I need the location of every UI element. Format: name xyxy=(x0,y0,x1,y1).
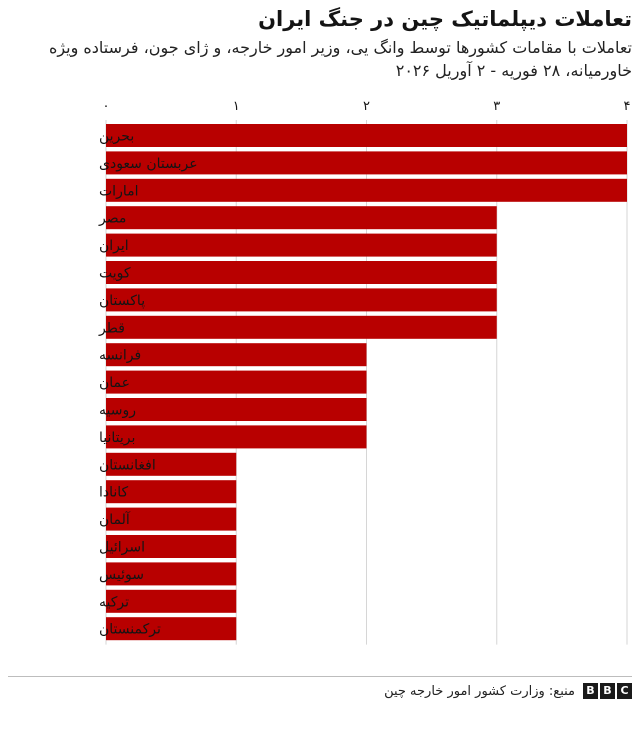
category-label: سوئیس xyxy=(99,567,144,583)
bar xyxy=(106,370,367,394)
bar xyxy=(106,617,237,641)
chart-subtitle: تعاملات با مقامات کشورها توسط وانگ یی، و… xyxy=(48,38,632,80)
bar xyxy=(106,535,237,558)
chart-title: تعاملات دیپلماتیک چین در جنگ ایران xyxy=(258,7,632,31)
bar xyxy=(106,178,627,202)
category-label: روسیه xyxy=(99,403,136,419)
source-note: منبع: وزارت کشور امور خارجه چین xyxy=(384,683,575,699)
bar xyxy=(106,124,627,147)
bar xyxy=(106,151,627,175)
bbc-logo-block: B xyxy=(600,683,615,699)
category-label: مصر xyxy=(98,211,126,227)
x-tick-label: ۳ xyxy=(493,99,500,114)
footer-divider xyxy=(8,676,632,677)
bar xyxy=(106,589,237,613)
category-label: ترکیه xyxy=(99,594,129,610)
chart-footer: B B C منبع: وزارت کشور امور خارجه چین xyxy=(384,681,632,701)
bar xyxy=(106,452,237,476)
category-label: فرانسه xyxy=(99,348,141,364)
bar xyxy=(106,343,367,367)
x-tick-label: ۱ xyxy=(233,99,240,114)
category-label: پاکستان xyxy=(99,293,145,309)
category-label: ایران xyxy=(99,238,129,254)
bar xyxy=(106,288,497,312)
bbc-logo-block: B xyxy=(583,683,598,699)
category-label: ترکمنستان xyxy=(99,622,161,638)
category-label: قطر xyxy=(98,320,125,336)
category-label: اسرائیل xyxy=(99,540,145,556)
bar xyxy=(106,261,497,284)
category-label: افغانستان xyxy=(99,457,156,473)
category-label: کویت xyxy=(99,266,131,282)
bbc-logo-block: C xyxy=(617,683,632,699)
x-tick-label: ۴ xyxy=(624,99,631,114)
bar xyxy=(106,398,367,421)
chart-header: تعاملات دیپلماتیک چین در جنگ ایران تعامل… xyxy=(8,0,632,82)
bar xyxy=(106,562,237,586)
bar xyxy=(106,507,237,531)
category-label: آلمان xyxy=(99,511,131,528)
category-label: کانادا xyxy=(99,485,129,501)
bar xyxy=(106,206,497,230)
x-tick-label: ۲ xyxy=(363,99,370,114)
bar xyxy=(106,315,497,339)
category-label: بریتانیا xyxy=(99,430,135,446)
category-label: امارات xyxy=(99,183,138,199)
bbc-logo: B B C xyxy=(583,683,632,699)
bar xyxy=(106,480,237,504)
bar xyxy=(106,233,497,257)
bar-chart: ۰ ۱ ۲ ۳ ۴ بحرین عربستان سعودی امارات مصر ایران کوی… xyxy=(98,99,631,645)
x-tick-label: ۰ xyxy=(103,99,110,114)
category-label: عمان xyxy=(99,375,130,391)
bar xyxy=(106,425,367,449)
category-label: بحرین xyxy=(99,129,134,145)
category-label: عربستان سعودی xyxy=(99,156,198,172)
